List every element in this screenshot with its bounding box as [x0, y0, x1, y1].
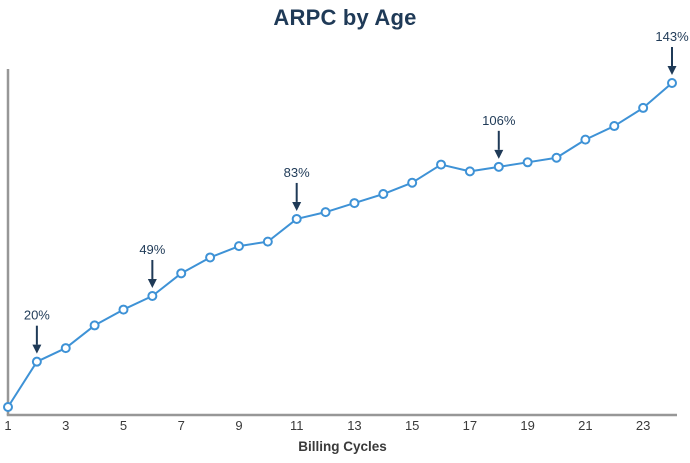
x-tick-label: 3	[62, 418, 69, 433]
data-point	[3, 402, 13, 412]
data-point	[147, 290, 158, 301]
x-tick-label: 13	[347, 418, 361, 433]
x-axis-title: Billing Cycles	[298, 439, 387, 454]
data-point	[291, 213, 302, 224]
x-tick-label: 21	[578, 418, 592, 433]
data-point	[407, 177, 418, 188]
data-point	[262, 236, 273, 247]
down-arrow-head-icon	[147, 278, 157, 288]
x-tick-label: 7	[178, 418, 185, 433]
series-line	[7, 82, 673, 408]
down-arrow-head-icon	[32, 344, 42, 354]
down-arrow-head-icon	[494, 149, 504, 159]
x-tick-label: 15	[405, 418, 419, 433]
annotation-label: 143%	[655, 29, 689, 44]
x-tick-label: 17	[463, 418, 477, 433]
x-tick-label: 9	[235, 418, 242, 433]
data-point	[638, 102, 649, 113]
data-point	[493, 161, 504, 172]
x-tick-label: 11	[290, 418, 304, 433]
data-point	[436, 159, 447, 170]
data-point	[118, 304, 129, 315]
down-arrow-head-icon	[667, 66, 677, 75]
data-point	[349, 198, 360, 209]
chart-title: ARPC by Age	[273, 5, 417, 30]
down-arrow-head-icon	[292, 201, 302, 211]
annotation-label: 49%	[139, 242, 165, 257]
x-tick-label: 23	[636, 418, 650, 433]
x-tick-label: 5	[120, 418, 127, 433]
data-point	[378, 189, 389, 200]
data-point	[320, 207, 331, 218]
data-point	[464, 166, 475, 177]
annotation-label: 106%	[482, 113, 516, 128]
data-point	[60, 343, 71, 354]
data-point	[551, 152, 562, 163]
x-tick-label: 19	[520, 418, 534, 433]
data-point	[522, 157, 533, 168]
data-point	[176, 268, 187, 279]
data-point	[609, 121, 620, 132]
annotation-label: 83%	[284, 165, 310, 180]
annotation-label: 20%	[24, 308, 50, 323]
data-point	[205, 252, 216, 263]
x-tick-label: 1	[4, 418, 11, 433]
data-point	[667, 78, 677, 88]
data-point	[31, 356, 42, 367]
data-point	[580, 134, 591, 145]
data-point	[89, 320, 100, 331]
data-point	[233, 241, 244, 252]
